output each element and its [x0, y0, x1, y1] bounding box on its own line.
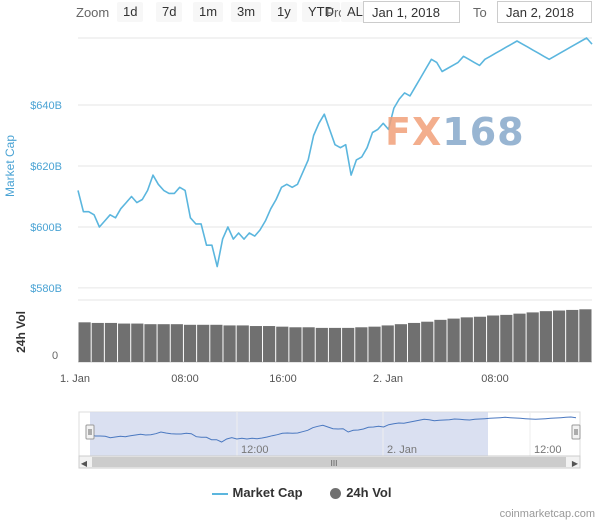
volume-bar [434, 319, 447, 362]
volume-bar [526, 312, 539, 362]
volume-bar [223, 325, 236, 362]
volume-bar [447, 318, 460, 362]
volume-bar [118, 323, 131, 362]
volume-bar [144, 324, 157, 362]
navigator-tick-label: 2. Jan [387, 444, 417, 456]
volume-bar [394, 324, 407, 362]
volume-bar [170, 324, 183, 362]
legend-dot-icon [330, 488, 342, 500]
volume-bar [460, 317, 473, 362]
legend-line-icon [211, 492, 228, 495]
volume-bar [157, 324, 170, 362]
y-tick-label: $640B [30, 100, 62, 112]
from-date-input[interactable] [363, 1, 460, 23]
range-selector: Zoom 1d 7d 1m 3m 1y YTD From ALL To [0, 0, 603, 26]
volume-bar [289, 327, 302, 362]
zoom-label: Zoom [76, 5, 110, 20]
volume-bar [368, 326, 381, 362]
watermark-168: 168 [442, 110, 525, 154]
zoom-3m-button[interactable]: 3m [231, 2, 262, 22]
scroll-left-icon[interactable]: ◀ [81, 459, 88, 468]
to-date-input[interactable] [497, 1, 592, 23]
volume-bar [473, 316, 487, 362]
scroll-right-icon[interactable]: ▶ [572, 459, 579, 468]
navigator-handle[interactable] [85, 424, 95, 440]
x-tick-label: 2. Jan [373, 373, 403, 385]
scrollbar-grip-icon: III [331, 459, 338, 468]
zoom-ytd-button[interactable]: YTD [302, 2, 340, 22]
y-tick-label: $580B [30, 283, 62, 295]
navigator-handle[interactable] [571, 424, 581, 440]
volume-bar [104, 322, 118, 362]
zoom-7d-button[interactable]: 7d [156, 2, 183, 22]
zoom-1y-button[interactable]: 1y [271, 2, 297, 22]
volume-bar [328, 327, 342, 362]
zoom-1d-button[interactable]: 1d [117, 2, 144, 22]
y-tick-label: $620B [30, 161, 62, 173]
legend-24h-vol[interactable]: 24h Vol [330, 485, 391, 500]
x-tick-label: 08:00 [171, 373, 199, 385]
volume-bar [91, 322, 104, 362]
volume-bar [566, 309, 579, 362]
volume-bar [249, 326, 263, 362]
navigator-tick-label: 12:00 [241, 444, 269, 456]
volume-bar [131, 323, 144, 362]
vol-axis-title: 24h Vol [14, 311, 28, 353]
y-axis-title: Market Cap [3, 135, 17, 197]
volume-bar [197, 324, 210, 362]
volume-bar [513, 313, 526, 362]
volume-bar [421, 321, 434, 362]
volume-bar [263, 326, 276, 362]
volume-bar [552, 310, 566, 362]
volume-bar [315, 327, 328, 362]
volume-bar [500, 314, 513, 362]
market-cap-line [77, 37, 593, 268]
vol-tick-label: 0 [52, 350, 58, 362]
navigator-tick-label: 12:00 [534, 444, 562, 456]
watermark-fx: FX [385, 110, 443, 154]
x-tick-label: 1. Jan [60, 373, 90, 385]
volume-bar [236, 325, 249, 362]
navigator-line [89, 416, 577, 443]
zoom-1m-button[interactable]: 1m [193, 2, 224, 22]
volume-bar [579, 309, 592, 362]
volume-bar [78, 322, 91, 362]
to-label: To [473, 5, 487, 20]
x-tick-label: 08:00 [481, 373, 509, 385]
volume-bar [276, 326, 289, 362]
x-tick-label: 16:00 [269, 373, 297, 385]
volume-bar [487, 315, 500, 362]
volume-bar [539, 311, 552, 362]
credit[interactable]: coinmarketcap.com [499, 508, 595, 520]
watermark: FX168 [385, 110, 525, 154]
legend-market-cap[interactable]: Market Cap [211, 485, 303, 500]
volume-bar [210, 324, 223, 362]
volume-bar [342, 327, 355, 362]
volume-bar [381, 325, 394, 362]
y-tick-label: $600B [30, 222, 62, 234]
volume-bar [355, 327, 368, 362]
volume-bar [302, 327, 315, 362]
volume-bar [407, 322, 421, 362]
scrollbar-thumb[interactable] [92, 457, 566, 467]
legend: Market Cap 24h Vol [0, 485, 603, 500]
volume-bar [183, 324, 197, 362]
